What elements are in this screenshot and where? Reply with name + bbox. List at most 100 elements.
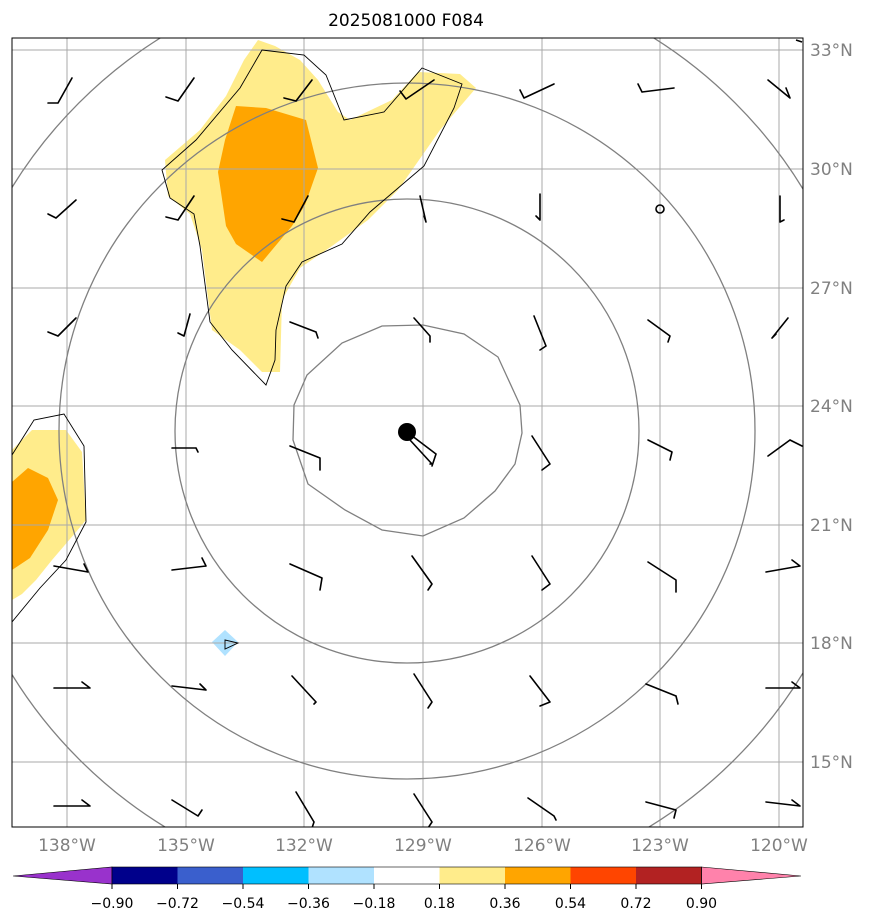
colorbar-bin [112, 867, 178, 884]
lat-label: 24°N [810, 397, 853, 417]
wind-barb [767, 439, 803, 457]
wind-barb [171, 683, 207, 691]
wind-barb [411, 555, 433, 591]
wind-barb [295, 791, 315, 827]
colorbar-ticks [111, 884, 702, 889]
lat-label: 18°N [810, 634, 853, 654]
wind-barb [645, 801, 677, 819]
lat-label: 33°N [810, 41, 853, 61]
wind-barbs [47, 77, 803, 827]
wind-barb [533, 315, 547, 351]
wind-barb [419, 195, 427, 223]
colorbar-tick-label: −0.90 [91, 896, 134, 912]
range-ring-1 [292, 324, 523, 537]
wind-barb [289, 563, 323, 591]
wind-barb [413, 673, 433, 709]
wind-barb [53, 563, 89, 573]
storm-center-marker [398, 423, 416, 441]
wind-barb [645, 683, 679, 705]
wind-barb [767, 79, 791, 99]
colorbar-bin [177, 867, 243, 884]
lon-label: 132°W [275, 836, 333, 856]
moderate-anomaly-west [12, 468, 58, 570]
lat-label: 21°N [810, 516, 853, 536]
wind-barb [165, 77, 195, 102]
wind-barb [647, 439, 673, 461]
map-title: 2025081000 F084 [328, 11, 484, 31]
lat-label: 15°N [810, 753, 853, 773]
islet-outline [224, 639, 240, 650]
wind-barb [281, 195, 309, 223]
wind-barb [291, 675, 317, 705]
lat-label: 30°N [810, 160, 853, 180]
station-marker [655, 204, 665, 214]
lat-label: 27°N [810, 279, 853, 299]
wind-barb [53, 681, 91, 689]
wind-barb [413, 793, 433, 827]
wind-barb [171, 557, 207, 571]
wind-barb [531, 435, 551, 471]
colorbar-tick-label: 0.90 [686, 896, 717, 912]
colorbar-tick-label: 0.54 [555, 896, 586, 912]
wind-barb [771, 317, 789, 339]
colorbar-tick-label: 0.36 [489, 896, 520, 912]
range-ring-3 [58, 82, 756, 780]
wind-barb [531, 555, 551, 591]
wind-barb [47, 317, 77, 337]
graticule [12, 38, 803, 827]
colorbar-bin [505, 867, 571, 884]
wind-barb [171, 447, 199, 453]
longitude-labels: 138°W 135°W 132°W 129°W 126°W 123°W 120°… [38, 836, 808, 856]
wind-barb [406, 431, 437, 467]
lon-label: 129°W [394, 836, 452, 856]
lon-label: 135°W [157, 836, 215, 856]
wind-barb [647, 319, 671, 343]
coastlines [12, 49, 463, 650]
latitude-labels: 33°N 30°N 27°N 24°N 21°N 18°N 15°N [810, 41, 853, 773]
colorbar-tick-label: −0.36 [287, 896, 330, 912]
lon-label: 138°W [38, 836, 96, 856]
coastline-west [12, 413, 87, 623]
wind-barb [165, 195, 195, 221]
wind-barb [647, 561, 677, 593]
wind-barb [765, 799, 801, 807]
colorbar: −0.90 −0.72 −0.54 −0.36 −0.18 0.18 0.36 … [12, 866, 802, 912]
colorbar-tick-label: −0.18 [353, 896, 396, 912]
lon-label: 126°W [513, 836, 571, 856]
lon-label: 120°W [750, 836, 808, 856]
colorbar-tick-label: −0.54 [222, 896, 265, 912]
colorbar-bin [308, 867, 374, 884]
lon-label: 123°W [631, 836, 689, 856]
map-content [12, 38, 803, 827]
wind-barb [413, 317, 431, 343]
shaded-field [12, 40, 476, 656]
colorbar-tick-label: −0.72 [156, 896, 199, 912]
wind-barb [289, 445, 321, 471]
colorbar-outline [111, 866, 702, 885]
wind-barb [47, 77, 73, 104]
colorbar-tick-label: 0.72 [620, 896, 651, 912]
colorbar-tick-label: 0.18 [424, 896, 455, 912]
wind-barb [779, 195, 785, 223]
wind-barb [177, 313, 191, 337]
wind-barb [519, 83, 555, 99]
wind-barb [283, 79, 313, 102]
colorbar-bin [243, 867, 309, 884]
map-frame [11, 37, 804, 828]
wind-barb [765, 559, 801, 573]
wind-barb [529, 675, 551, 707]
wind-barb [535, 193, 541, 221]
moderate-anomaly-north [218, 106, 318, 262]
colorbar-under-extension [12, 866, 113, 885]
wind-barb [527, 797, 557, 821]
range-rings [12, 38, 803, 827]
coastline-north [161, 49, 463, 386]
wind-barb [637, 83, 675, 93]
wind-barb [765, 681, 801, 689]
colorbar-over-extension [701, 866, 802, 885]
corner-mark [795, 39, 803, 43]
wind-barb [53, 799, 91, 807]
colorbar-bin [636, 867, 702, 884]
wind-barb [47, 199, 77, 219]
